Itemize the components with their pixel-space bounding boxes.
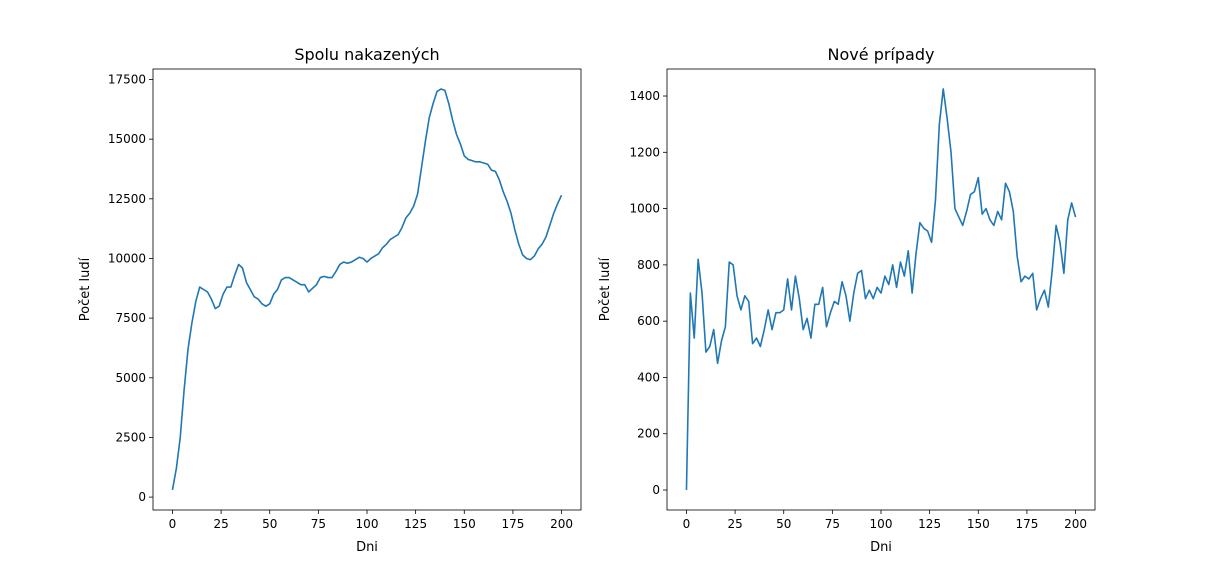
y-tick-label: 1000 — [629, 202, 660, 216]
y-tick-label: 12500 — [108, 192, 146, 206]
x-tick-label: 200 — [550, 517, 573, 531]
data-line — [171, 88, 563, 491]
x-tick-label: 50 — [776, 517, 791, 531]
y-tick-label: 7500 — [115, 311, 146, 325]
x-tick-label: 150 — [967, 517, 990, 531]
x-axis-label: Dni — [870, 540, 892, 555]
x-tick-label: 100 — [870, 517, 893, 531]
x-axis-label: Dni — [356, 540, 378, 555]
x-tick-label: 50 — [262, 517, 277, 531]
x-tick-label: 125 — [918, 517, 941, 531]
y-tick-label: 200 — [637, 427, 660, 441]
x-tick-label: 175 — [1015, 517, 1038, 531]
x-tick-label: 125 — [404, 517, 427, 531]
x-tick-label: 75 — [825, 517, 840, 531]
data-line — [685, 88, 1077, 491]
chart-title: Nové prípady — [828, 45, 935, 64]
y-tick-label: 0 — [138, 490, 146, 504]
chart-title: Spolu nakazených — [294, 45, 439, 64]
y-axis-label: Počet ludí — [78, 257, 93, 321]
y-tick-label: 10000 — [108, 251, 146, 265]
x-tick-label: 25 — [213, 517, 228, 531]
y-tick-label: 400 — [637, 370, 660, 384]
y-tick-label: 0 — [652, 483, 660, 497]
y-tick-label: 1400 — [629, 89, 660, 103]
x-tick-label: 0 — [169, 517, 177, 531]
x-tick-label: 150 — [453, 517, 476, 531]
subplot: Nové prípady Dni Počet ludí 0 25 50 75 100 125 15… — [598, 45, 1096, 555]
y-tick-label: 1200 — [629, 145, 660, 159]
x-tick-label: 200 — [1064, 517, 1087, 531]
x-tick-label: 175 — [501, 517, 524, 531]
axes-frame — [152, 68, 582, 511]
y-tick-label: 5000 — [115, 371, 146, 385]
subplot: Spolu nakazených Dni Počet ludí 0 25 50 75 100 1… — [78, 45, 582, 555]
y-tick-label: 2500 — [115, 430, 146, 444]
y-axis-label: Počet ludí — [598, 257, 613, 321]
axes-frame — [666, 68, 1096, 511]
x-tick-label: 0 — [683, 517, 691, 531]
y-tick-label: 17500 — [108, 73, 146, 87]
y-tick-label: 600 — [637, 314, 660, 328]
x-tick-label: 25 — [727, 517, 742, 531]
y-tick-label: 800 — [637, 258, 660, 272]
x-tick-label: 75 — [311, 517, 326, 531]
x-tick-label: 100 — [356, 517, 379, 531]
y-tick-label: 15000 — [108, 132, 146, 146]
